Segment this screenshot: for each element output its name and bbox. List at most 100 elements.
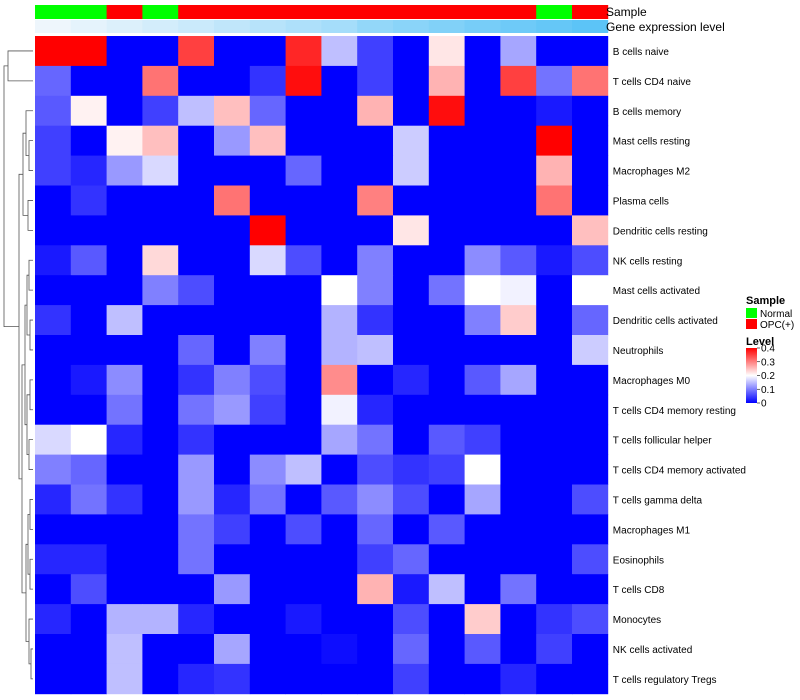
heatmap-cell <box>536 155 573 186</box>
heatmap-cell <box>249 484 286 515</box>
heatmap-cell <box>249 215 286 246</box>
heatmap-cell <box>428 125 465 156</box>
heatmap-cell <box>536 65 573 97</box>
dendrogram-branch <box>30 648 33 680</box>
heatmap-cell <box>321 454 358 485</box>
heatmap-cell <box>142 364 179 396</box>
heatmap-cell <box>178 574 215 605</box>
heatmap-cell <box>321 215 358 246</box>
heatmap-cell <box>249 424 286 455</box>
heatmap-cell <box>357 514 394 545</box>
heatmap-cell <box>214 125 251 156</box>
heatmap-cell <box>500 335 537 366</box>
heatmap-cell <box>142 514 179 545</box>
heatmap-cell <box>536 245 573 276</box>
heatmap-cell <box>393 544 430 575</box>
heatmap-cell <box>572 95 609 127</box>
heatmap-cell <box>106 275 143 306</box>
heatmap-cell <box>500 394 537 426</box>
heatmap-cell <box>357 185 394 216</box>
row-label: Macrophages M1 <box>613 525 691 536</box>
heatmap-cell <box>572 185 609 216</box>
heatmap-cell <box>464 245 501 276</box>
heatmap-cell <box>106 663 143 695</box>
heatmap-cell <box>214 36 251 67</box>
row-dendrogram <box>3 50 33 680</box>
heatmap-cell <box>35 155 72 186</box>
heatmap-cell <box>536 574 573 605</box>
heatmap-cell <box>393 484 430 515</box>
heatmap-cell <box>35 95 72 127</box>
heatmap-cell <box>35 305 72 336</box>
row-label: T cells gamma delta <box>613 495 703 506</box>
heatmap-cell <box>70 394 107 426</box>
row-label: B cells naive <box>613 47 670 58</box>
heatmap-cell <box>35 394 72 426</box>
heatmap-cell <box>357 125 394 156</box>
heatmap-cell <box>572 215 609 246</box>
heatmap-cell <box>285 424 322 455</box>
heatmap-cell <box>142 544 179 575</box>
heatmap-cell <box>35 574 72 605</box>
row-label: Neutrophils <box>613 346 664 357</box>
heatmap-cell <box>321 65 358 97</box>
heatmap-cell <box>70 155 107 186</box>
heatmap-cell <box>106 185 143 216</box>
heatmap-cell <box>393 364 430 396</box>
heatmap-cell <box>214 394 251 426</box>
heatmap-cell <box>35 364 72 396</box>
level-ticks: 0.4 0.3 0.2 0.1 0 <box>757 344 775 410</box>
heatmap-cell <box>428 95 465 127</box>
heatmap-cell <box>142 305 179 336</box>
row-label: T cells CD4 memory resting <box>613 406 736 417</box>
heatmap-cell <box>214 185 251 216</box>
heatmap-cell <box>178 394 215 426</box>
heatmap-cell <box>464 514 501 545</box>
heatmap-cell <box>285 275 322 306</box>
expression-annotation-cell <box>249 20 286 33</box>
heatmap-cell <box>285 634 322 665</box>
heatmap-cell <box>178 155 215 186</box>
heatmap-cell <box>464 454 501 485</box>
dendrogram-branch <box>25 110 33 156</box>
row-label: NK cells resting <box>613 256 682 267</box>
heatmap-cell <box>285 514 322 545</box>
heatmap-cell <box>536 275 573 306</box>
expression-annotation-label: Gene expression level <box>606 20 725 34</box>
sample-annotation-bar <box>35 5 609 19</box>
heatmap-cell <box>428 36 465 67</box>
heatmap-cell <box>142 454 179 485</box>
heatmap-cell <box>285 394 322 426</box>
heatmap-cell <box>357 245 394 276</box>
heatmap-cell <box>428 335 465 366</box>
heatmap-cell <box>357 275 394 306</box>
level-legend: Level 0.4 0.3 0.2 0.1 0 <box>746 336 775 410</box>
sample-legend-title: Sample <box>746 295 785 307</box>
sample-annotation-cell <box>321 5 358 19</box>
heatmap-cell <box>572 125 609 156</box>
heatmap-cell <box>357 215 394 246</box>
heatmap-cell <box>214 245 251 276</box>
heatmap-cell <box>536 215 573 246</box>
expression-annotation-cell <box>572 20 609 33</box>
dendrogram-branch <box>25 543 29 642</box>
heatmap-cell <box>70 544 107 575</box>
heatmap-cell <box>500 275 537 306</box>
heatmap-cell <box>178 125 215 156</box>
heatmap-cell <box>214 604 251 635</box>
heatmap-cell <box>70 125 107 156</box>
heatmap-cell <box>285 125 322 156</box>
heatmap-cell <box>285 95 322 127</box>
heatmap-cell <box>464 215 501 246</box>
heatmap-cell <box>393 335 430 366</box>
heatmap-cell <box>249 305 286 336</box>
heatmap-cell <box>70 245 107 276</box>
heatmap-cell <box>572 335 609 366</box>
sample-annotation-cell <box>285 5 322 19</box>
heatmap-cell <box>142 574 179 605</box>
heatmap-cell <box>500 36 537 67</box>
sample-annotation-cell <box>572 5 609 19</box>
heatmap-cell <box>35 185 72 216</box>
level-legend-title: Level <box>746 336 774 348</box>
heatmap-cell <box>178 335 215 366</box>
